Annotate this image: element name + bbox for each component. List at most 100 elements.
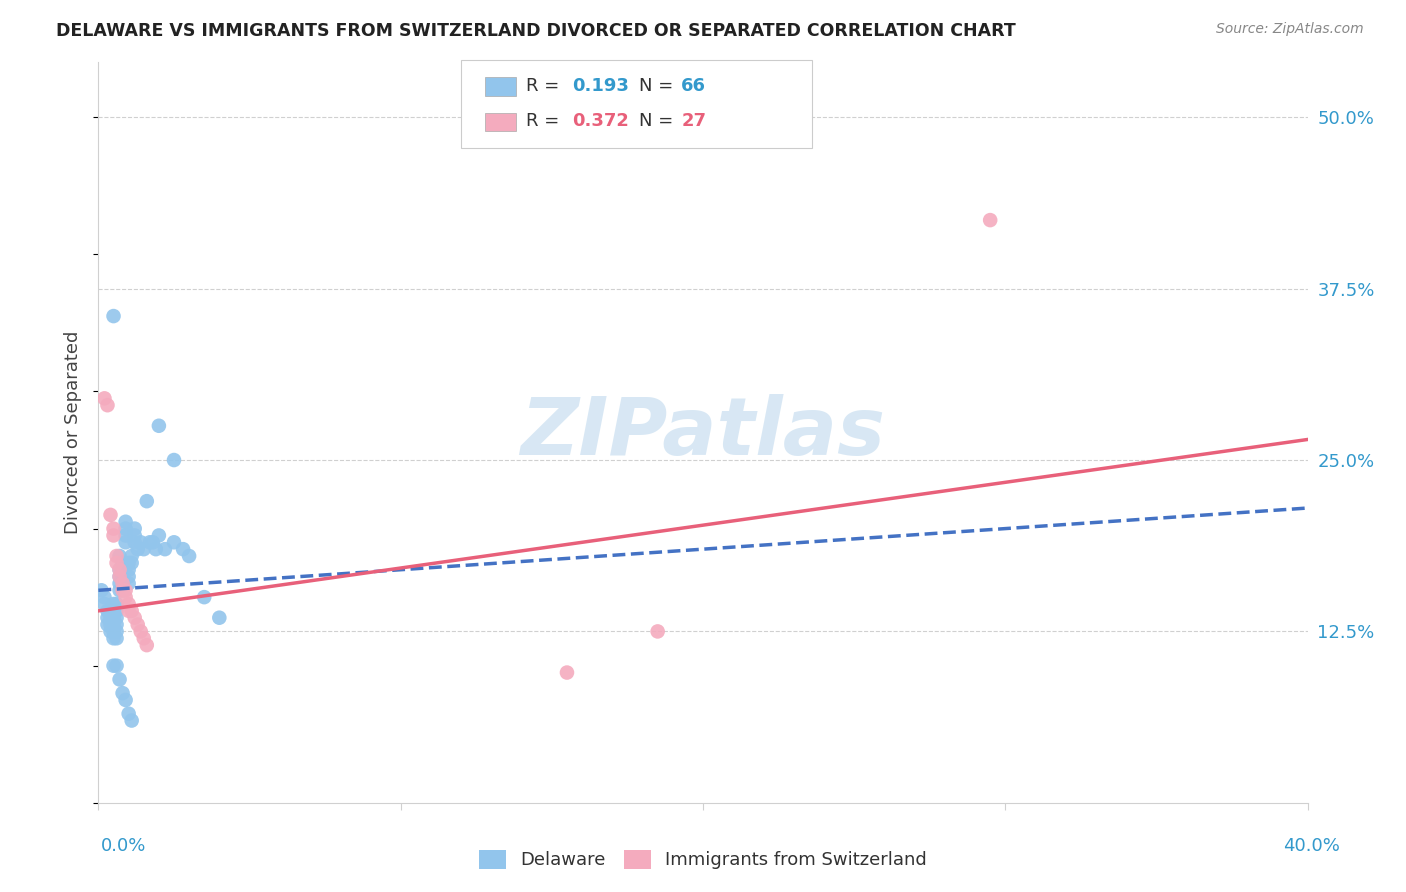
Point xyxy=(135,494,157,508)
Point xyxy=(114,583,136,598)
Point xyxy=(103,617,125,632)
Point xyxy=(105,617,128,632)
Point xyxy=(114,535,136,549)
Point xyxy=(163,535,186,549)
Point xyxy=(124,535,146,549)
Point xyxy=(148,418,170,433)
Text: 0.372: 0.372 xyxy=(572,112,630,130)
Point xyxy=(111,556,134,570)
Text: N =: N = xyxy=(638,112,679,130)
Point xyxy=(105,658,128,673)
Text: 0.0%: 0.0% xyxy=(101,837,146,855)
Point xyxy=(111,576,134,591)
Text: Source: ZipAtlas.com: Source: ZipAtlas.com xyxy=(1216,22,1364,37)
Point xyxy=(111,576,134,591)
Point xyxy=(118,597,141,611)
Text: R =: R = xyxy=(526,112,565,130)
Point xyxy=(179,549,201,563)
Point xyxy=(103,610,125,624)
Point xyxy=(105,549,128,563)
Point xyxy=(96,617,118,632)
Point xyxy=(114,522,136,536)
Point xyxy=(124,610,146,624)
Point xyxy=(979,213,1001,227)
Point xyxy=(111,583,134,598)
Point xyxy=(100,624,122,639)
Point xyxy=(127,542,149,557)
Point xyxy=(118,576,141,591)
Y-axis label: Divorced or Separated: Divorced or Separated xyxy=(65,331,83,534)
Point xyxy=(108,583,131,598)
Point xyxy=(93,597,115,611)
Point xyxy=(121,714,143,728)
FancyBboxPatch shape xyxy=(485,112,516,131)
Point xyxy=(124,528,146,542)
Text: 27: 27 xyxy=(682,112,706,130)
Point xyxy=(96,610,118,624)
Point xyxy=(135,638,157,652)
Point xyxy=(103,528,125,542)
Point xyxy=(96,398,118,412)
Point xyxy=(93,590,115,604)
Point xyxy=(93,392,115,406)
Point xyxy=(114,693,136,707)
Point xyxy=(114,528,136,542)
Point xyxy=(127,617,149,632)
Point xyxy=(121,556,143,570)
Point xyxy=(103,604,125,618)
Point xyxy=(132,542,155,557)
Point xyxy=(108,569,131,583)
Point xyxy=(129,535,152,549)
FancyBboxPatch shape xyxy=(485,78,516,95)
Point xyxy=(100,604,122,618)
Point xyxy=(100,508,122,522)
Point xyxy=(111,686,134,700)
Point xyxy=(111,569,134,583)
Text: ZIPatlas: ZIPatlas xyxy=(520,393,886,472)
Point xyxy=(105,632,128,646)
Point xyxy=(118,556,141,570)
Point xyxy=(103,597,125,611)
Point xyxy=(124,522,146,536)
Text: 40.0%: 40.0% xyxy=(1284,837,1340,855)
Point xyxy=(145,542,167,557)
Point xyxy=(105,610,128,624)
Point xyxy=(129,624,152,639)
Point xyxy=(118,604,141,618)
Point xyxy=(139,535,162,549)
Text: DELAWARE VS IMMIGRANTS FROM SWITZERLAND DIVORCED OR SEPARATED CORRELATION CHART: DELAWARE VS IMMIGRANTS FROM SWITZERLAND … xyxy=(56,22,1017,40)
Point xyxy=(100,610,122,624)
Point xyxy=(103,309,125,323)
Text: R =: R = xyxy=(526,77,565,95)
Point xyxy=(108,673,131,687)
Point xyxy=(118,563,141,577)
Point xyxy=(105,597,128,611)
Point xyxy=(111,583,134,598)
Point xyxy=(647,624,669,639)
Point xyxy=(153,542,176,557)
Point xyxy=(555,665,578,680)
Text: 0.193: 0.193 xyxy=(572,77,630,95)
Point xyxy=(103,624,125,639)
Point xyxy=(103,632,125,646)
FancyBboxPatch shape xyxy=(461,61,811,147)
Point xyxy=(121,604,143,618)
Point xyxy=(105,604,128,618)
Point xyxy=(108,549,131,563)
Point xyxy=(96,604,118,618)
Point xyxy=(208,610,231,624)
Point xyxy=(108,576,131,591)
Text: N =: N = xyxy=(638,77,679,95)
Point xyxy=(163,453,186,467)
Point xyxy=(118,706,141,721)
Point xyxy=(111,563,134,577)
Point xyxy=(132,632,155,646)
Point xyxy=(103,522,125,536)
Point xyxy=(90,583,112,598)
Point xyxy=(148,528,170,542)
Point xyxy=(100,617,122,632)
Point xyxy=(193,590,215,604)
Point xyxy=(142,535,165,549)
Point xyxy=(105,624,128,639)
Legend: Delaware, Immigrants from Switzerland: Delaware, Immigrants from Switzerland xyxy=(470,841,936,879)
